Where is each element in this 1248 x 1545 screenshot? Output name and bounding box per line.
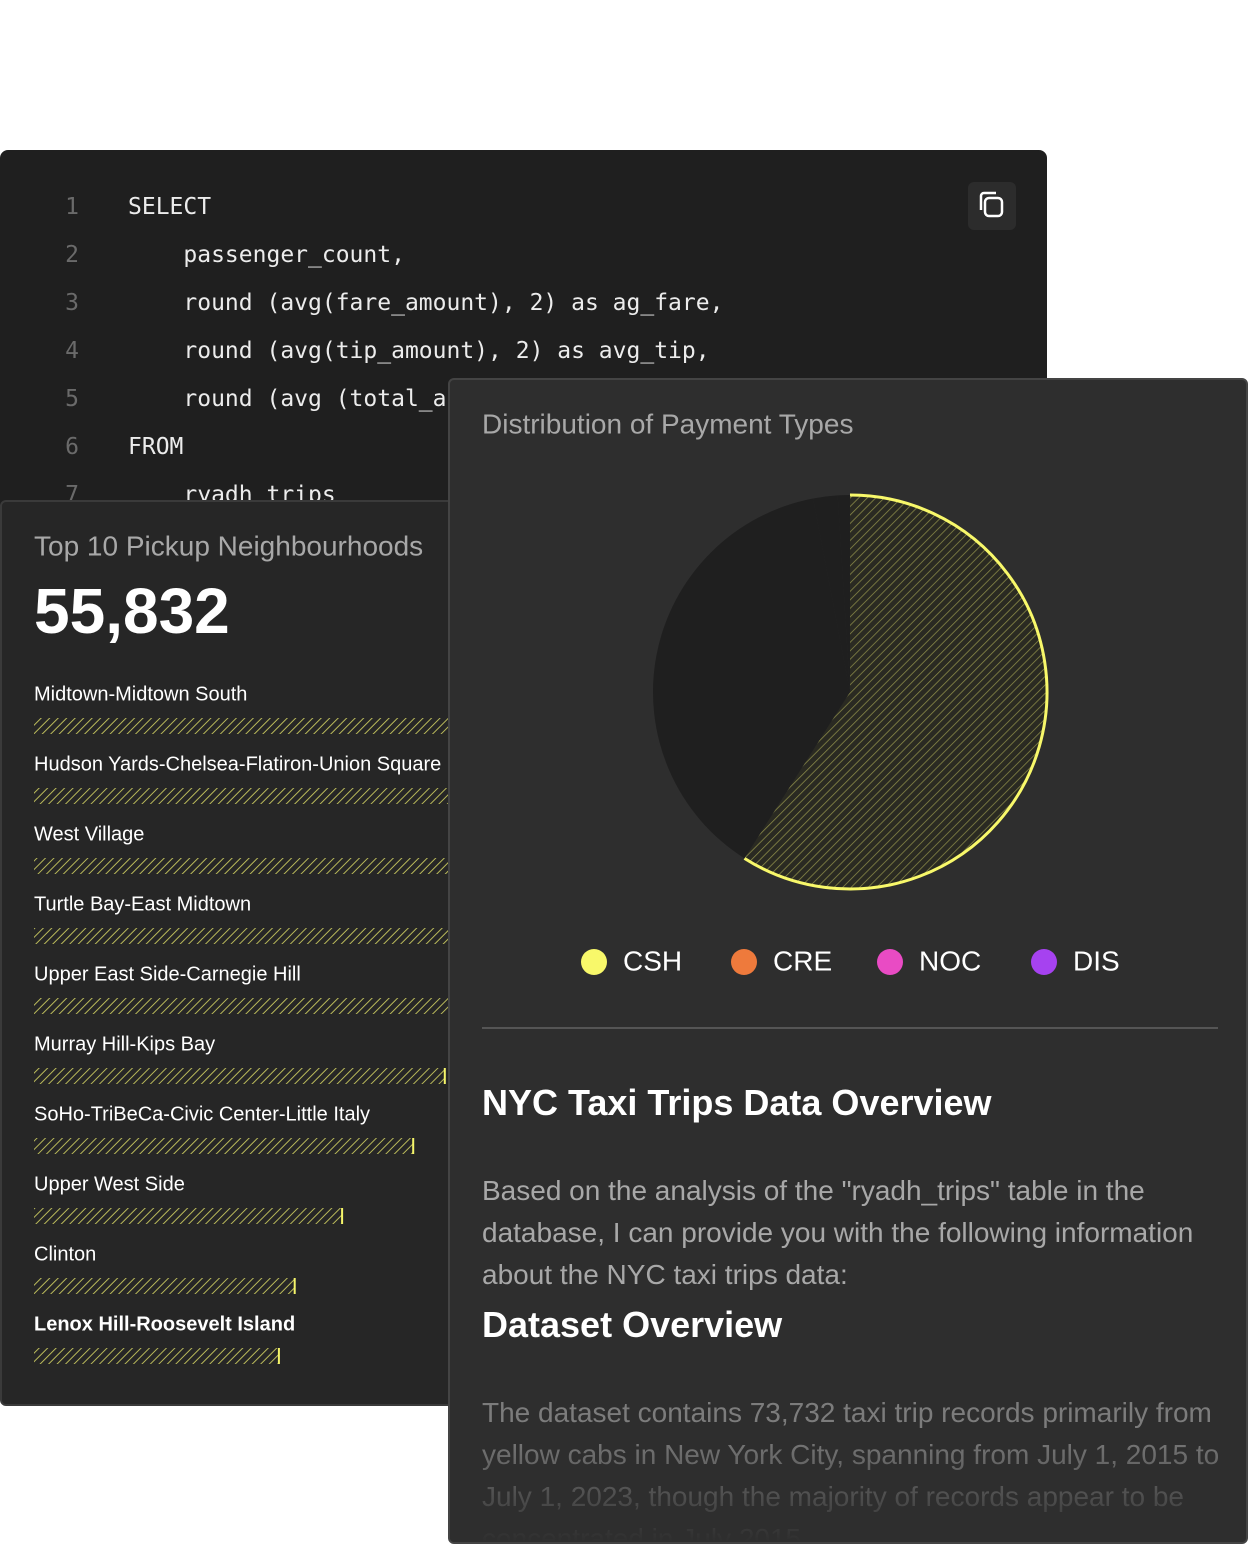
legend-label: DIS (1073, 945, 1120, 976)
code-text: passenger_count, (128, 242, 405, 268)
legend-label: CSH (623, 945, 682, 976)
legend-swatch (877, 949, 903, 975)
bar-chart: Top 10 Pickup Neighbourhoods 55,832 Midt… (34, 530, 518, 1364)
bar-label: Turtle Bay-East Midtown (34, 893, 251, 915)
headline-value: 55,832 (34, 575, 230, 647)
bar-label: Midtown-Midtown South (34, 683, 247, 705)
pie-slice (744, 495, 1047, 889)
code-line: 1 SELECT (0, 183, 1047, 231)
pie-slice (837, 495, 850, 692)
bar (34, 1348, 279, 1364)
legend-label: NOC (919, 945, 981, 976)
bar (34, 1208, 343, 1224)
pie-slice-outline (743, 493, 1049, 891)
legend-swatch (1031, 949, 1057, 975)
legend-swatch (731, 949, 757, 975)
line-number: 2 (65, 242, 79, 268)
code-text: round (avg (total_a (128, 386, 447, 412)
code-line: 5 round (avg (total_a (0, 375, 1047, 423)
bar (34, 1068, 445, 1084)
code-line: 3 round (avg(fare_amount), 2) as ag_fare… (0, 279, 1047, 327)
bar-label: Hudson Yards-Chelsea-Flatiron-Union Squa… (34, 753, 441, 775)
pie-slice (813, 495, 850, 692)
pie-chart: Distribution of Payment Types CSH CRE NOC D… (482, 408, 1218, 1029)
pie-panel: Distribution of Payment Types CSH CRE NOC D… (448, 378, 1248, 1544)
overview-subheading: Dataset Overview (482, 1304, 783, 1345)
code-text: round (avg(tip_amount), 2) as avg_tip, (128, 338, 710, 364)
overview-intro: Based on the analysis of the "ryadh_trip… (482, 1175, 1194, 1290)
bar (34, 1278, 295, 1294)
copy-button[interactable] (968, 182, 1016, 230)
legend-swatch (581, 949, 607, 975)
bar-label: West Village (34, 823, 144, 845)
copy-icon (979, 191, 1004, 218)
code-line: 4 round (avg(tip_amount), 2) as avg_tip, (0, 327, 1047, 375)
code-text: SELECT (128, 194, 212, 220)
chart-title: Top 10 Pickup Neighbourhoods (34, 530, 423, 561)
code-text: round (avg(fare_amount), 2) as ag_fare, (128, 290, 724, 316)
pie-slice (652, 498, 850, 859)
bar-label: SoHo-TriBeCa-Civic Center-Little Italy (34, 1103, 370, 1125)
bar-label: Upper West Side (34, 1173, 185, 1195)
bar-label: Clinton (34, 1243, 96, 1265)
line-number: 5 (65, 386, 79, 412)
bar-label: Murray Hill-Kips Bay (34, 1033, 215, 1055)
bar (34, 928, 493, 944)
line-number: 1 (65, 194, 79, 220)
bar-label: Lenox Hill-Roosevelt Island (34, 1313, 295, 1335)
bar (34, 788, 518, 804)
overview-heading: NYC Taxi Trips Data Overview (482, 1082, 992, 1123)
line-number: 6 (65, 434, 79, 460)
code-line: 2 passenger_count, (0, 231, 1047, 279)
chart-title: Distribution of Payment Types (482, 408, 853, 439)
bar (34, 1138, 414, 1154)
fade-overlay (450, 1432, 1246, 1542)
line-number: 3 (65, 290, 79, 316)
bar (34, 998, 477, 1014)
code-text: FROM (128, 434, 184, 460)
line-number: 4 (65, 338, 79, 364)
bar-panel: Top 10 Pickup Neighbourhoods 55,832 Midt… (0, 500, 520, 1406)
bar (34, 858, 508, 874)
bar-label: Upper East Side-Carnegie Hill (34, 963, 301, 985)
bar (34, 718, 518, 734)
legend-label: CRE (773, 945, 832, 976)
code-line: 6 FROM (0, 423, 1047, 471)
